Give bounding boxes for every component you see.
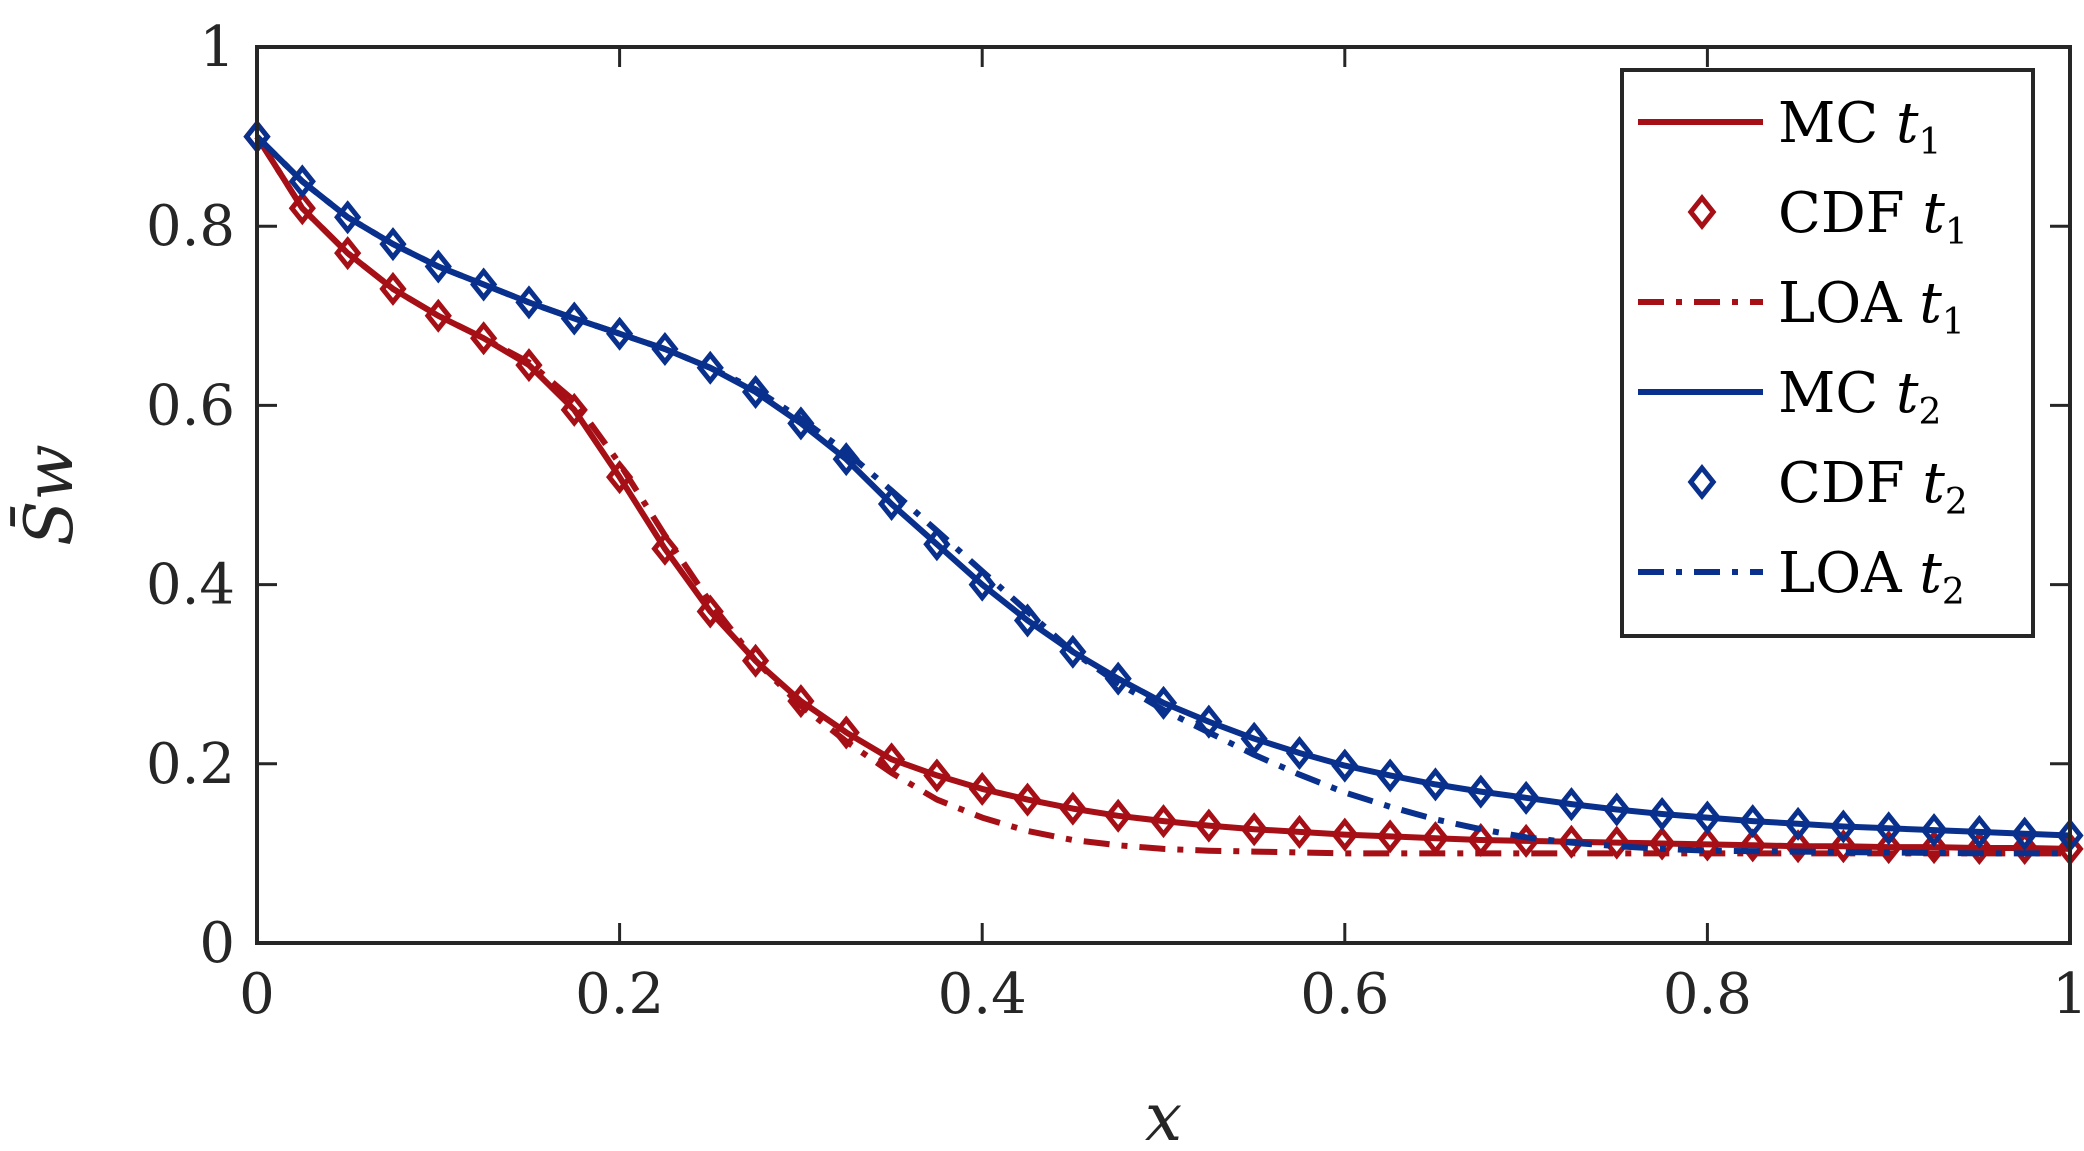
point-cdf-t2-36 — [1875, 811, 1903, 846]
x-tick-label-5: 1 — [2052, 962, 2084, 1027]
point-cdf-t1-1 — [288, 191, 316, 226]
y-tick-label-1: 0.2 — [146, 732, 235, 797]
x-tick-label-3: 0.6 — [1300, 962, 1389, 1027]
point-cdf-t2-33 — [1739, 804, 1767, 839]
x-axis-title: x — [1145, 1079, 1182, 1151]
point-cdf-t1-20 — [1149, 804, 1178, 839]
series-line-loa-t1 — [254, 134, 2070, 857]
point-cdf-t1-13 — [832, 715, 860, 750]
point-cdf-t1-36 — [1875, 830, 1903, 865]
series-layer — [243, 119, 2084, 866]
point-cdf-t2-25 — [1376, 758, 1404, 793]
point-cdf-t1-15 — [923, 758, 951, 793]
legend-label-loa-t1: LOA t1 — [1778, 271, 1965, 343]
point-cdf-t1-9 — [651, 531, 679, 566]
point-cdf-t2-7 — [560, 301, 588, 336]
point-cdf-t1-31 — [1648, 826, 1676, 861]
point-cdf-t1-21 — [1195, 808, 1223, 843]
point-cdf-t2-6 — [515, 285, 543, 320]
point-cdf-t2-39 — [2011, 816, 2039, 851]
point-cdf-t2-19 — [1104, 661, 1132, 696]
point-cdf-t1-4 — [424, 298, 452, 333]
y-tick-label-2: 0.4 — [146, 553, 235, 618]
point-cdf-t1-10 — [696, 594, 724, 629]
point-cdf-t2-32 — [1693, 800, 1722, 835]
legend-entry-cdf-t1: CDF t1 — [1687, 181, 1968, 253]
point-cdf-t2-23 — [1285, 736, 1314, 771]
point-cdf-t2-3 — [379, 227, 407, 262]
point-cdf-t1-37 — [1920, 830, 1948, 865]
legend-marker-cdf-t1 — [1687, 193, 1717, 231]
point-cdf-t1-17 — [1013, 782, 1042, 817]
y-tick-label-5: 1 — [199, 15, 235, 80]
x-tick-label-1: 0.2 — [575, 962, 664, 1027]
point-cdf-t1-32 — [1693, 827, 1722, 862]
legend-label-cdf-t2: CDF t2 — [1778, 451, 1968, 523]
point-cdf-t2-38 — [1965, 814, 1993, 849]
point-cdf-t2-17 — [1013, 603, 1042, 638]
point-cdf-t1-34 — [1784, 829, 1812, 864]
point-cdf-t2-12 — [787, 406, 815, 441]
point-cdf-t1-23 — [1285, 814, 1314, 849]
point-cdf-t2-26 — [1421, 767, 1450, 802]
legend-entry-mc-t1: MC t1 — [1638, 91, 1941, 163]
x-tick-label-0: 0 — [239, 962, 275, 1027]
point-cdf-t1-7 — [560, 392, 588, 427]
point-cdf-t2-35 — [1829, 809, 1857, 844]
x-tick-label-4: 0.8 — [1663, 962, 1752, 1027]
point-cdf-t2-4 — [424, 249, 452, 284]
legend-marker-cdf-t2 — [1687, 463, 1717, 501]
series-line-loa-t2 — [254, 134, 2070, 857]
point-cdf-t1-33 — [1739, 828, 1767, 863]
point-cdf-t2-1 — [288, 164, 316, 199]
point-cdf-t2-28 — [1512, 780, 1540, 815]
point-cdf-t2-27 — [1467, 774, 1495, 809]
legend-label-loa-t2: LOA t2 — [1778, 541, 1965, 613]
y-tick-label-3: 0.6 — [146, 373, 235, 438]
point-cdf-t1-16 — [968, 771, 996, 806]
point-cdf-t1-38 — [1965, 831, 1993, 866]
series-markers-cdf-t1 — [243, 119, 2084, 866]
legend-label-mc-t1: MC t1 — [1778, 91, 1941, 163]
point-cdf-t2-37 — [1920, 813, 1948, 848]
point-cdf-t2-16 — [968, 567, 996, 602]
point-cdf-t1-19 — [1104, 798, 1132, 833]
plot-area-frame — [255, 45, 2072, 945]
x-tick-label-2: 0.4 — [938, 962, 1027, 1027]
series-markers-cdf-t2 — [243, 119, 2084, 853]
point-cdf-t2-30 — [1603, 792, 1631, 827]
legend-entry-loa-t2: LOA t2 — [1638, 541, 1965, 613]
axis-ticks — [255, 45, 2072, 945]
point-cdf-t1-22 — [1240, 812, 1268, 847]
series-line-mc-t1 — [254, 134, 2071, 852]
point-cdf-t1-18 — [1059, 791, 1087, 826]
point-cdf-t1-3 — [379, 271, 407, 306]
legend-box — [1620, 68, 2035, 638]
point-cdf-t1-24 — [1331, 817, 1359, 852]
point-cdf-t2-20 — [1149, 685, 1178, 720]
legend-entry-loa-t1: LOA t1 — [1638, 271, 1965, 343]
y-tick-label-4: 0.8 — [146, 194, 235, 259]
point-cdf-t2-11 — [741, 374, 770, 409]
y-axis-title: S̄w — [11, 444, 88, 546]
point-cdf-t2-31 — [1648, 796, 1676, 831]
point-cdf-t1-30 — [1603, 825, 1631, 860]
point-cdf-t1-25 — [1376, 819, 1404, 854]
legend-label-mc-t2: MC t2 — [1778, 361, 1941, 433]
point-cdf-t1-39 — [2011, 831, 2039, 866]
point-cdf-t2-29 — [1557, 787, 1586, 822]
point-cdf-t2-24 — [1331, 748, 1359, 783]
y-tick-label-0: 0 — [199, 911, 235, 976]
point-cdf-t2-34 — [1784, 806, 1812, 841]
point-cdf-t1-35 — [1829, 829, 1857, 864]
point-cdf-t1-2 — [334, 236, 362, 271]
legend-entry-mc-t2: MC t2 — [1638, 361, 1941, 433]
legend: MC t1 CDF t1 LOA t1 MC t2 CDF t2 LOA t2 — [1620, 68, 2035, 638]
legend-entry-cdf-t2: CDF t2 — [1687, 451, 1968, 523]
tick-labels: 0 0.2 0.4 0.6 0.8 1 0 0.2 0.4 0.6 0.8 1 — [146, 15, 2084, 1027]
legend-label-cdf-t1: CDF t1 — [1778, 181, 1968, 253]
